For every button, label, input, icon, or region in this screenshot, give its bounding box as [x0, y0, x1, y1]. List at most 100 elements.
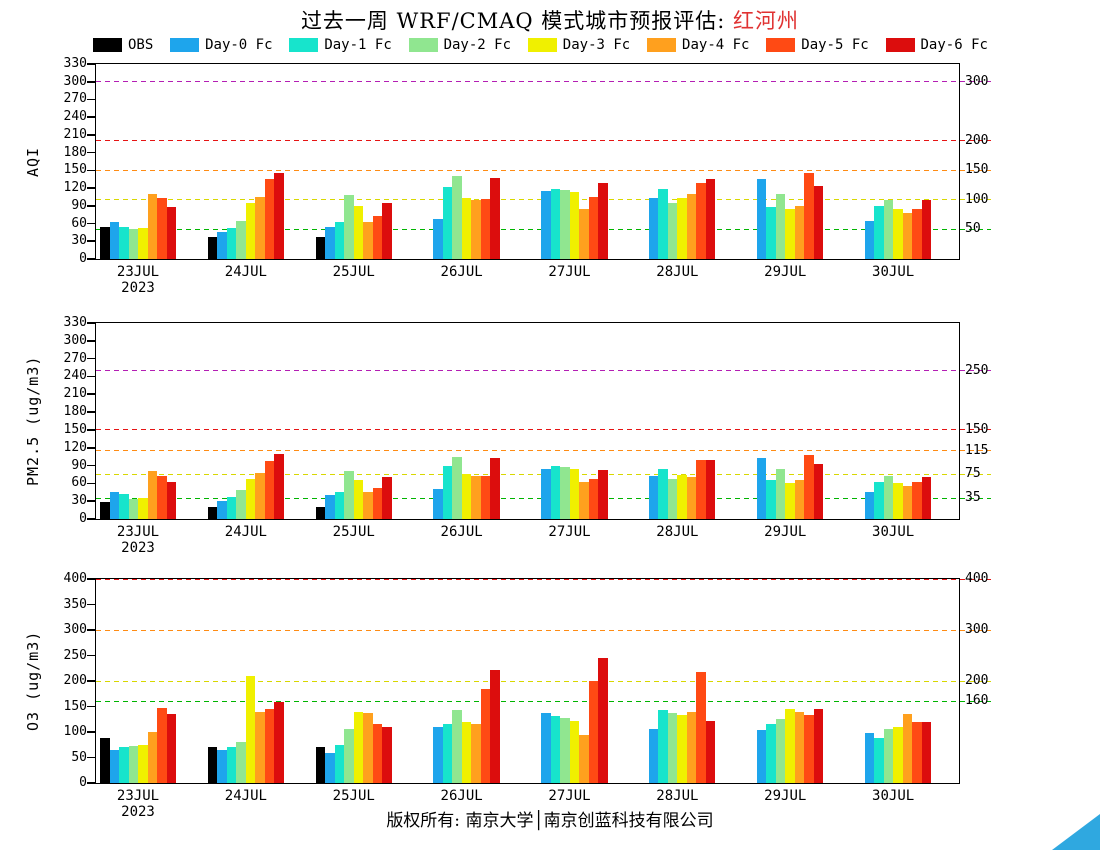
bar-o3-day-2-fc-28jul	[667, 712, 678, 783]
y-tick-label-aqi-300: 300	[63, 73, 87, 89]
bar-o3-day-1-fc-23jul	[119, 747, 129, 783]
y-tick-mark-pm25-210	[87, 393, 96, 396]
bar-o3-day-1-fc-28jul	[658, 710, 668, 783]
x-tick-label-aqi-30jul: 30JUL	[872, 264, 915, 280]
bar-aqi-day-0-fc-24jul	[217, 232, 227, 259]
y-tick-label-o3-400: 400	[63, 571, 87, 586]
bar-o3-day-0-fc-24jul	[217, 749, 227, 783]
bar-aqi-obs-24jul	[207, 236, 218, 259]
bar-o3-day-5-fc-23jul	[157, 707, 167, 783]
reference-line-aqi-300	[96, 81, 991, 83]
legend-label: Day-0 Fc	[205, 37, 273, 53]
reference-line-label-aqi-300: 300	[965, 73, 989, 89]
legend-swatch-day-1-fc	[289, 38, 319, 52]
legend-swatch-day-6-fc	[885, 38, 915, 52]
bar-aqi-day-0-fc-25jul	[325, 226, 335, 259]
bar-pm25-day-3-fc-27jul	[569, 468, 579, 519]
bar-o3-day-6-fc-28jul	[705, 720, 716, 783]
bar-o3-day-6-fc-25jul	[382, 726, 392, 783]
x-tick-label-aqi-27jul: 27JUL	[548, 264, 591, 280]
y-tick-mark-aqi-0	[87, 258, 96, 260]
bar-o3-day-3-fc-23jul	[138, 744, 148, 783]
bar-aqi-day-2-fc-24jul	[236, 220, 246, 259]
bar-pm25-day-0-fc-24jul	[217, 501, 227, 519]
reference-line-pm25-115	[96, 450, 991, 452]
legend-swatch-day-0-fc	[170, 38, 200, 52]
bar-pm25-day-2-fc-26jul	[452, 456, 462, 519]
x-tick-label-pm25-24jul: 24JUL	[224, 524, 267, 540]
y-tick-mark-pm25-330	[87, 322, 96, 324]
bar-aqi-day-3-fc-28jul	[677, 198, 687, 259]
y-tick-mark-pm25-120	[87, 446, 96, 449]
bar-aqi-day-2-fc-23jul	[128, 229, 138, 259]
bar-o3-day-2-fc-30jul	[883, 729, 894, 783]
legend-label: Day-3 Fc	[562, 37, 631, 53]
y-axis-title-pm25: PM2.5 (ug/m3)	[24, 355, 42, 487]
y-tick-label-aqi-150: 150	[63, 162, 87, 178]
reference-line-label-aqi-200: 200	[965, 132, 989, 148]
bar-pm25-day-6-fc-30jul	[921, 477, 932, 519]
bar-pm25-day-3-fc-23jul	[138, 498, 148, 519]
reference-line-label-o3-300: 300	[965, 622, 989, 637]
bar-pm25-day-1-fc-30jul	[874, 482, 884, 519]
y-tick-mark-pm25-150	[87, 429, 96, 431]
bar-aqi-day-6-fc-25jul	[382, 202, 392, 259]
y-tick-label-pm25-240: 240	[63, 368, 87, 384]
bar-o3-day-2-fc-27jul	[560, 717, 570, 783]
x-tick-label-aqi-25jul: 25JUL	[332, 264, 375, 280]
bar-o3-day-5-fc-30jul	[912, 721, 922, 783]
y-tick-mark-o3-150	[87, 705, 96, 708]
bar-aqi-day-1-fc-28jul	[658, 189, 668, 259]
bar-aqi-day-0-fc-23jul	[109, 222, 119, 259]
bar-pm25-day-5-fc-26jul	[480, 475, 491, 519]
y-tick-mark-o3-400	[87, 578, 96, 580]
y-tick-label-o3-50: 50	[71, 749, 87, 765]
bar-aqi-day-0-fc-26jul	[433, 218, 443, 259]
bar-o3-day-1-fc-25jul	[334, 744, 345, 783]
bar-pm25-day-6-fc-29jul	[813, 464, 824, 519]
bar-pm25-day-4-fc-26jul	[471, 476, 481, 519]
reference-line-label-o3-200: 200	[965, 673, 989, 688]
bar-pm25-day-5-fc-28jul	[696, 459, 706, 519]
x-tick-label-pm25-26jul: 26JUL	[440, 524, 483, 540]
legend: OBS Day-0 Fc Day-1 Fc Day-2 Fc Day-3 Fc Day-4…	[93, 37, 988, 53]
bar-pm25-day-1-fc-23jul	[119, 494, 129, 519]
bar-pm25-obs-24jul	[207, 507, 218, 519]
y-tick-mark-pm25-240	[87, 375, 96, 378]
bar-pm25-day-1-fc-29jul	[766, 480, 776, 519]
bar-pm25-day-5-fc-23jul	[157, 475, 167, 519]
bar-o3-day-5-fc-29jul	[804, 715, 814, 783]
bar-o3-day-0-fc-27jul	[541, 712, 551, 783]
bar-o3-day-1-fc-27jul	[550, 715, 560, 783]
y-tick-label-pm25-0: 0	[79, 511, 87, 526]
bar-aqi-day-3-fc-24jul	[245, 202, 256, 259]
bar-aqi-obs-23jul	[100, 226, 110, 259]
plot-panel-pm25: 35 75 115 150 250 0 30 60 90 120 150 180 210 240 270 30…	[24, 315, 991, 556]
bar-aqi-day-4-fc-24jul	[255, 196, 265, 259]
bar-o3-day-5-fc-26jul	[480, 688, 491, 783]
bar-o3-obs-23jul	[100, 738, 110, 783]
legend-item-day-5-fc: Day-5 Fc	[766, 37, 869, 53]
bar-aqi-day-6-fc-23jul	[166, 207, 176, 259]
y-tick-label-pm25-270: 270	[63, 350, 87, 366]
x-tick-label-o3-24jul: 24JUL	[224, 788, 267, 804]
y-tick-label-aqi-270: 270	[63, 91, 87, 107]
reference-line-label-pm25-115: 115	[965, 442, 989, 458]
y-tick-mark-o3-100	[87, 731, 96, 733]
bar-o3-day-1-fc-26jul	[442, 724, 453, 783]
bar-o3-day-0-fc-26jul	[433, 726, 443, 783]
bar-o3-day-0-fc-29jul	[756, 730, 767, 783]
x-tick-label-aqi-28jul: 28JUL	[656, 264, 699, 280]
y-tick-mark-aqi-30	[87, 240, 96, 243]
bar-o3-day-5-fc-27jul	[588, 681, 598, 783]
bar-aqi-day-5-fc-24jul	[264, 179, 275, 259]
bar-pm25-day-4-fc-28jul	[686, 477, 697, 519]
bar-aqi-day-5-fc-29jul	[804, 173, 814, 259]
x-tick-label-pm25-27jul: 27JUL	[548, 524, 591, 540]
y-tick-mark-aqi-120	[87, 187, 96, 189]
bar-pm25-obs-25jul	[315, 507, 326, 519]
bar-o3-day-4-fc-30jul	[902, 714, 913, 783]
x-tick-label-o3-25jul: 25JUL	[332, 788, 375, 804]
y-tick-label-o3-100: 100	[63, 724, 87, 739]
bar-aqi-day-3-fc-27jul	[569, 192, 579, 259]
